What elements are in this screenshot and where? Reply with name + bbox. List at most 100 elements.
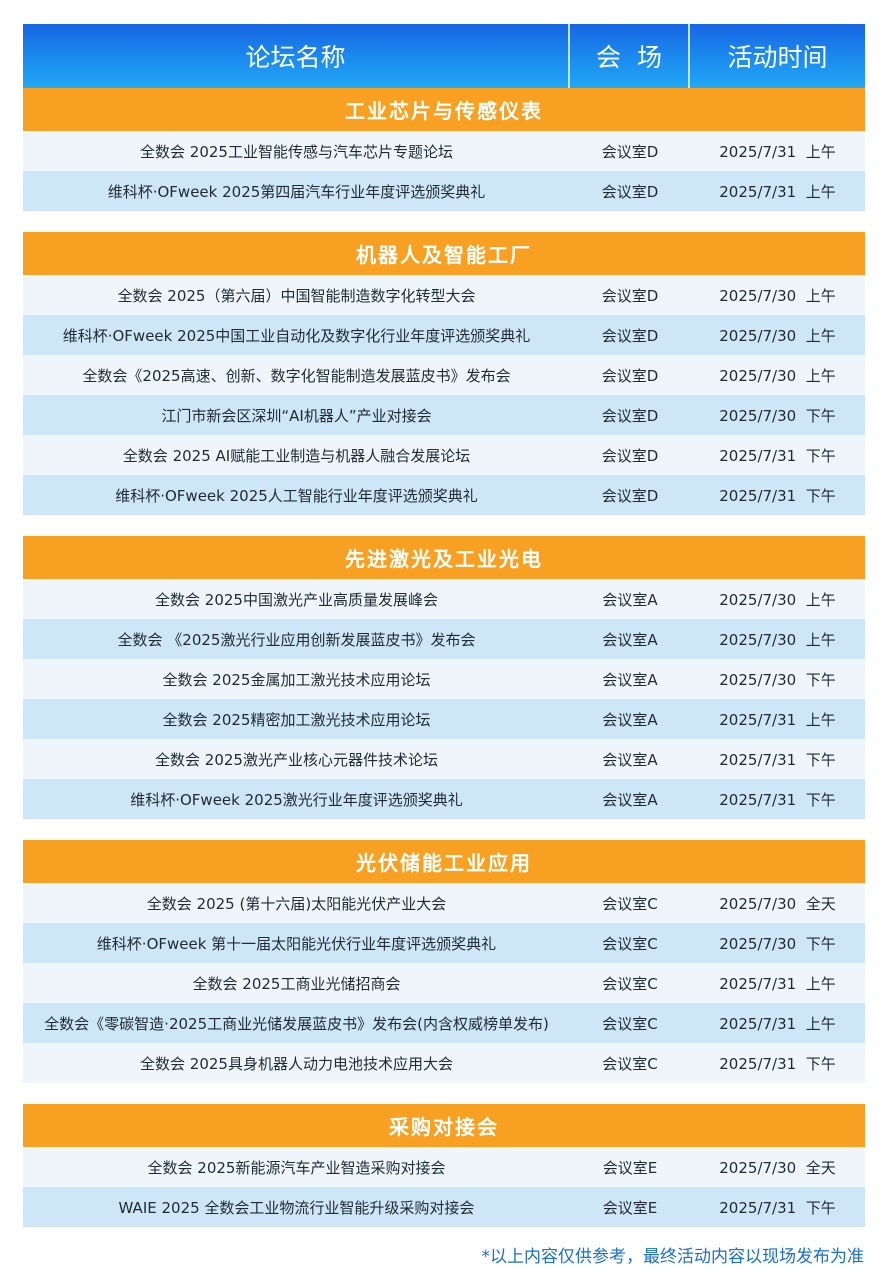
table-row: 维科杯·OFweek 第十一届太阳能光伏行业年度评选颁奖典礼 会议室C 2025/7… [23,923,865,963]
venue-cell: 会议室C [602,894,658,913]
venue-cell: 会议室A [602,790,658,809]
forum-name-cell: 维科杯·OFweek 2025第四届汽车行业年度评选颁奖典礼 [107,182,486,201]
table-row: 全数会 2025精密加工激光技术应用论坛 会议室A 2025/7/31 上午 [23,699,865,739]
table-row: 全数会 2025具身机器人动力电池技术应用大会 会议室C 2025/7/31 下午 [23,1043,865,1083]
time-cell: 2025/7/31 下午 [719,446,836,465]
venue-cell: 会议室E [602,1198,658,1217]
table-row: 全数会 2025 AI赋能工业制造与机器人融合发展论坛 会议室D 2025/7/31… [23,435,865,475]
table-body: 工业芯片与传感仪表 全数会 2025工业智能传感与汽车芯片专题论坛 会议室D 2025… [23,88,865,1227]
time-cell: 2025/7/30 全天 [719,1158,836,1177]
time-cell: 2025/7/31 下午 [719,1054,836,1073]
venue-cell: 会议室C [602,934,658,953]
venue-cell: 会议室C [602,1054,658,1073]
forum-name-cell: 全数会 《2025激光行业应用创新发展蓝皮书》发布会 [117,630,476,649]
forum-schedule-table: 论坛名称 会 场 活动时间 工业芯片与传感仪表 全数会 2025工业智能传感与汽车… [23,24,865,1248]
time-cell: 2025/7/30 全天 [719,894,836,913]
section: 采购对接会 全数会 2025新能源汽车产业智造采购对接会 会议室E 2025/7/30… [23,1104,865,1227]
table-row: 全数会 2025新能源汽车产业智造采购对接会 会议室E 2025/7/30 全天 [23,1147,865,1187]
forum-name-cell: 全数会 2025金属加工激光技术应用论坛 [162,670,431,689]
venue-cell: 会议室E [602,1158,658,1177]
time-cell: 2025/7/31 下午 [719,1198,836,1217]
time-cell: 2025/7/30 上午 [719,326,836,345]
section: 工业芯片与传感仪表 全数会 2025工业智能传感与汽车芯片专题论坛 会议室D 2025… [23,88,865,211]
section-title: 工业芯片与传感仪表 [23,88,865,131]
table-row: WAIE 2025 全数会工业物流行业智能升级采购对接会 会议室E 2025/7/3… [23,1187,865,1227]
table-row: 维科杯·OFweek 2025中国工业自动化及数字化行业年度评选颁奖典礼 会议室D… [23,315,865,355]
forum-name-cell: 全数会《2025高速、创新、数字化智能制造发展蓝皮书》发布会 [82,366,511,385]
forum-name-cell: 全数会《零碳智造·2025工商业光储发展蓝皮书》发布会(内含权威榜单发布) [44,1014,549,1033]
forum-name-cell: 维科杯·OFweek 第十一届太阳能光伏行业年度评选颁奖典礼 [96,934,497,953]
table-row: 全数会《2025高速、创新、数字化智能制造发展蓝皮书》发布会 会议室D 2025/7… [23,355,865,395]
section-title: 光伏储能工业应用 [23,840,865,883]
time-cell: 2025/7/31 上午 [719,974,836,993]
time-cell: 2025/7/30 下午 [719,934,836,953]
forum-name-cell: 全数会 2025精密加工激光技术应用论坛 [162,710,431,729]
venue-cell: 会议室D [601,326,659,345]
table-row: 全数会《零碳智造·2025工商业光储发展蓝皮书》发布会(内含权威榜单发布) 会议室… [23,1003,865,1043]
section-title: 先进激光及工业光电 [23,536,865,579]
venue-cell: 会议室A [602,630,658,649]
forum-name-cell: 维科杯·OFweek 2025激光行业年度评选颁奖典礼 [130,790,463,809]
section: 先进激光及工业光电 全数会 2025中国激光产业高质量发展峰会 会议室A 2025/7… [23,536,865,819]
time-cell: 2025/7/30 上午 [719,286,836,305]
time-cell: 2025/7/31 上午 [719,182,836,201]
forum-name-cell: WAIE 2025 全数会工业物流行业智能升级采购对接会 [118,1198,475,1217]
forum-name-cell: 全数会 2025 (第十六届)太阳能光伏产业大会 [146,894,447,913]
time-cell: 2025/7/30 下午 [719,670,836,689]
forum-name-cell: 全数会 2025 AI赋能工业制造与机器人融合发展论坛 [122,446,471,465]
section: 机器人及智能工厂 全数会 2025（第六届）中国智能制造数字化转型大会 会议室D 20… [23,232,865,515]
table-row: 全数会 2025工商业光储招商会 会议室C 2025/7/31 上午 [23,963,865,1003]
column-header-forum-name: 论坛名称 [23,24,570,88]
section: 光伏储能工业应用 全数会 2025 (第十六届)太阳能光伏产业大会 会议室C 2025… [23,840,865,1083]
time-cell: 2025/7/31 下午 [719,486,836,505]
venue-cell: 会议室A [602,670,658,689]
table-row: 全数会 2025金属加工激光技术应用论坛 会议室A 2025/7/30 下午 [23,659,865,699]
time-cell: 2025/7/30 下午 [719,406,836,425]
venue-cell: 会议室A [602,750,658,769]
table-row: 全数会 2025工业智能传感与汽车芯片专题论坛 会议室D 2025/7/31 上午 [23,131,865,171]
table-row: 全数会 2025激光产业核心元器件技术论坛 会议室A 2025/7/31 下午 [23,739,865,779]
venue-cell: 会议室D [601,446,659,465]
table-row: 维科杯·OFweek 2025激光行业年度评选颁奖典礼 会议室A 2025/7/31… [23,779,865,819]
footer-note: *以上内容仅供参考，最终活动内容以现场发布为准 [481,1247,865,1267]
forum-name-cell: 江门市新会区深圳“AI机器人”产业对接会 [161,406,432,425]
time-cell: 2025/7/31 上午 [719,1014,836,1033]
forum-name-cell: 全数会 2025新能源汽车产业智造采购对接会 [147,1158,446,1177]
forum-name-cell: 全数会 2025工业智能传感与汽车芯片专题论坛 [140,142,453,161]
venue-cell: 会议室D [601,142,659,161]
column-header-venue: 会 场 [570,24,690,88]
column-header-time: 活动时间 [727,43,828,72]
venue-cell: 会议室A [602,710,658,729]
venue-cell: 会议室D [601,406,659,425]
time-cell: 2025/7/30 上午 [719,366,836,385]
forum-name-cell: 全数会 2025工商业光储招商会 [192,974,401,993]
forum-name-cell: 全数会 2025激光产业核心元器件技术论坛 [155,750,438,769]
table-row: 江门市新会区深圳“AI机器人”产业对接会 会议室D 2025/7/30 下午 [23,395,865,435]
forum-name-cell: 维科杯·OFweek 2025中国工业自动化及数字化行业年度评选颁奖典礼 [62,326,531,345]
table-row: 全数会 2025中国激光产业高质量发展峰会 会议室A 2025/7/30 上午 [23,579,865,619]
venue-cell: 会议室A [602,590,658,609]
table-row: 维科杯·OFweek 2025第四届汽车行业年度评选颁奖典礼 会议室D 2025/7… [23,171,865,211]
forum-name-cell: 全数会 2025中国激光产业高质量发展峰会 [155,590,438,609]
time-cell: 2025/7/30 上午 [719,630,836,649]
section-title: 机器人及智能工厂 [23,232,865,275]
venue-cell: 会议室D [601,182,659,201]
section-title: 采购对接会 [23,1104,865,1147]
time-cell: 2025/7/30 上午 [719,590,836,609]
table-header: 论坛名称 会 场 活动时间 [23,24,865,88]
time-cell: 2025/7/31 上午 [719,142,836,161]
venue-cell: 会议室D [601,286,659,305]
forum-name-cell: 全数会 2025（第六届）中国智能制造数字化转型大会 [117,286,476,305]
time-cell: 2025/7/31 下午 [719,750,836,769]
table-row: 全数会 2025（第六届）中国智能制造数字化转型大会 会议室D 2025/7/30 … [23,275,865,315]
forum-name-cell: 全数会 2025具身机器人动力电池技术应用大会 [140,1054,453,1073]
venue-cell: 会议室D [601,486,659,505]
forum-name-cell: 维科杯·OFweek 2025人工智能行业年度评选颁奖典礼 [115,486,478,505]
venue-cell: 会议室C [602,974,658,993]
table-row: 维科杯·OFweek 2025人工智能行业年度评选颁奖典礼 会议室D 2025/7/… [23,475,865,515]
venue-cell: 会议室C [602,1014,658,1033]
time-cell: 2025/7/31 上午 [719,710,836,729]
venue-cell: 会议室D [601,366,659,385]
table-row: 全数会 2025 (第十六届)太阳能光伏产业大会 会议室C 2025/7/30 全天 [23,883,865,923]
table-row: 全数会 《2025激光行业应用创新发展蓝皮书》发布会 会议室A 2025/7/30 … [23,619,865,659]
